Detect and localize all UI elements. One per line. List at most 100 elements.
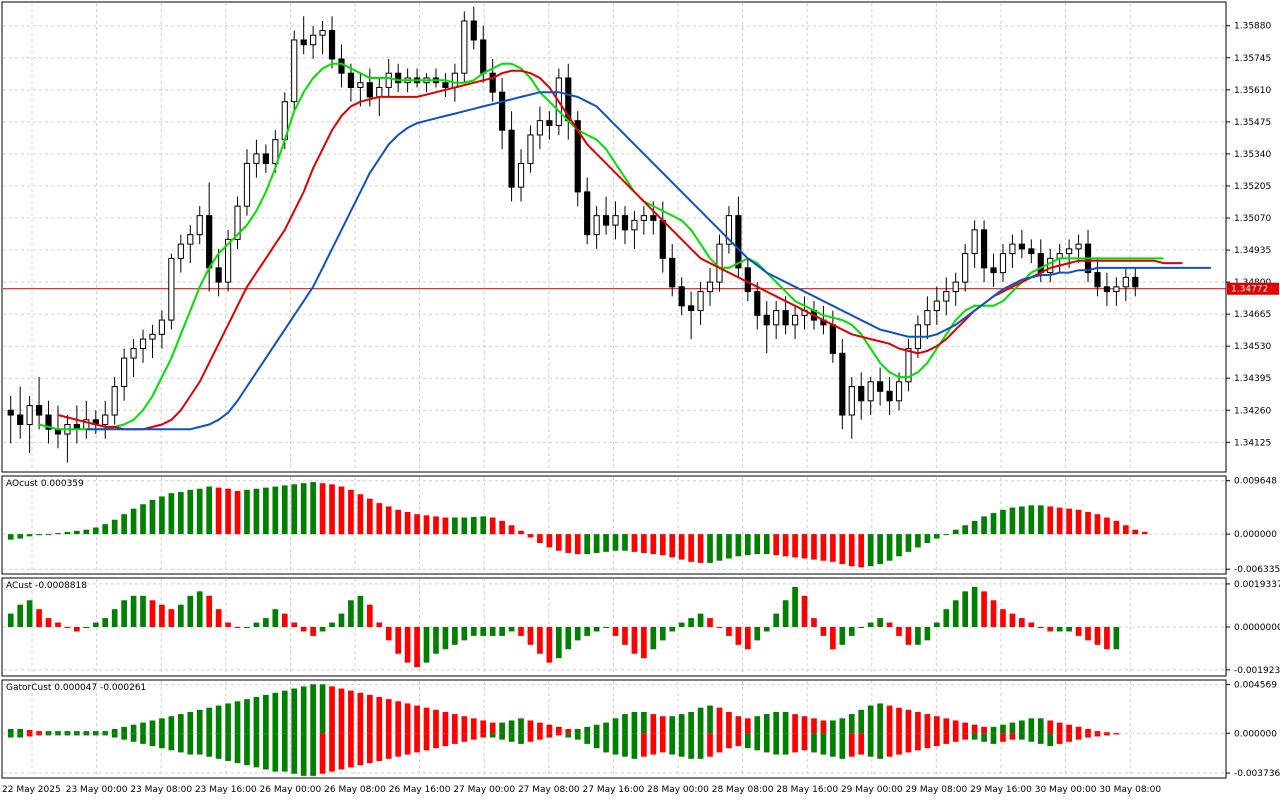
ao-bar: [423, 515, 430, 535]
x-tick-label: 23 May 08:00: [130, 785, 192, 795]
ac-bar: [489, 627, 496, 636]
ac-bar: [915, 627, 921, 645]
ao-bar: [1066, 508, 1072, 535]
gator-upper-bar: [744, 718, 751, 734]
gator-upper-bar: [546, 724, 553, 734]
ao-bar: [215, 487, 222, 535]
candle-body: [376, 86, 383, 98]
ao-bar: [470, 516, 477, 535]
gator-upper-bar: [338, 688, 345, 734]
candle-body: [706, 281, 714, 293]
gator-lower-bar: [1028, 733, 1035, 742]
ac-bar: [357, 595, 364, 627]
gator-lower-bar: [376, 733, 383, 761]
ao-bar: [877, 534, 883, 565]
gator-upper-bar: [754, 716, 761, 734]
gator-upper-bar: [452, 714, 458, 734]
ac-bar: [263, 618, 269, 627]
gator-upper-bar: [924, 714, 931, 734]
gator-upper-bar: [537, 722, 543, 734]
candle-body: [291, 39, 298, 103]
price-tick-label: 1.34125: [1234, 438, 1271, 448]
candle-body: [300, 39, 307, 46]
candle-body: [527, 134, 534, 164]
gator-lower-bar: [36, 733, 42, 736]
gator-lower-bar: [754, 733, 761, 751]
gator-lower-bar: [244, 733, 250, 766]
ao-bar: [811, 534, 817, 560]
ac-bar: [404, 627, 411, 663]
ao-bar: [1047, 506, 1054, 535]
gator-lower-bar: [726, 733, 732, 749]
ac-bar: [584, 627, 591, 636]
candle-body: [688, 305, 695, 312]
gator-upper-bar: [763, 714, 770, 734]
candle-body: [357, 82, 364, 88]
ac-bar: [962, 591, 969, 627]
ac-bar: [943, 609, 950, 627]
ac-bar: [811, 618, 817, 627]
gator-upper-bar: [981, 726, 987, 734]
ao-bar: [555, 534, 562, 551]
candle-body: [650, 215, 657, 221]
ac-bar: [933, 622, 940, 627]
gator-upper-bar: [499, 722, 505, 734]
candle-body: [262, 153, 269, 164]
ac-bar: [480, 627, 487, 636]
ac-bar: [281, 613, 288, 627]
price-tick-label: 1.35880: [1234, 22, 1271, 32]
gator-upper-bar: [272, 692, 279, 734]
ao-bar: [527, 534, 534, 538]
candle-body: [754, 291, 761, 316]
gator-lower-bar: [1104, 733, 1110, 736]
gator-upper-bar: [55, 731, 61, 734]
ao-bar: [915, 534, 921, 548]
gator-upper-bar: [565, 729, 572, 734]
gator-upper-bar: [121, 726, 127, 734]
ac-bar: [1056, 627, 1063, 632]
ac-bar: [414, 627, 420, 668]
ac-bar: [1085, 627, 1091, 641]
gator-upper-bar: [187, 711, 194, 734]
ao-bar: [565, 534, 572, 553]
ac-bar: [83, 627, 90, 628]
gator-lower-bar: [310, 733, 316, 776]
ao-bar: [886, 534, 893, 561]
ao-bar: [206, 486, 213, 535]
candle-body: [102, 414, 109, 426]
ac-bar: [763, 627, 770, 632]
ac-bar: [74, 627, 80, 632]
candle-body: [461, 20, 468, 74]
x-tick-label: 29 May 16:00: [970, 785, 1032, 795]
ao-bar: [338, 486, 345, 535]
ao-bar: [272, 486, 279, 535]
ac-bar: [1075, 627, 1082, 636]
price-tick-label: 1.34665: [1234, 310, 1271, 320]
gator-lower-bar: [782, 733, 789, 755]
ac-bar: [7, 613, 14, 627]
ao-bar: [102, 524, 109, 535]
gator-lower-bar: [1066, 733, 1072, 742]
gator-lower-bar: [669, 733, 676, 755]
ac-bar: [508, 627, 515, 632]
ac-bar: [848, 627, 855, 636]
gator-upper-bar: [933, 716, 940, 734]
ac-bar: [905, 627, 912, 645]
gator-lower-bar: [64, 733, 71, 736]
gator-upper-bar: [319, 684, 326, 734]
ao-bar: [631, 534, 638, 552]
gator-lower-bar: [17, 733, 24, 738]
ao-bar: [726, 534, 732, 559]
ac-bar: [546, 627, 553, 663]
ao-bar: [952, 529, 959, 535]
ao-bar: [735, 534, 742, 557]
ao-bar: [707, 534, 713, 563]
candle-body: [952, 281, 959, 293]
x-tick-label: 26 May 16:00: [389, 785, 451, 795]
ac-bar: [896, 627, 902, 636]
gator-upper-bar: [867, 705, 874, 734]
ac-bar: [149, 600, 156, 627]
ao-bar: [593, 534, 600, 553]
